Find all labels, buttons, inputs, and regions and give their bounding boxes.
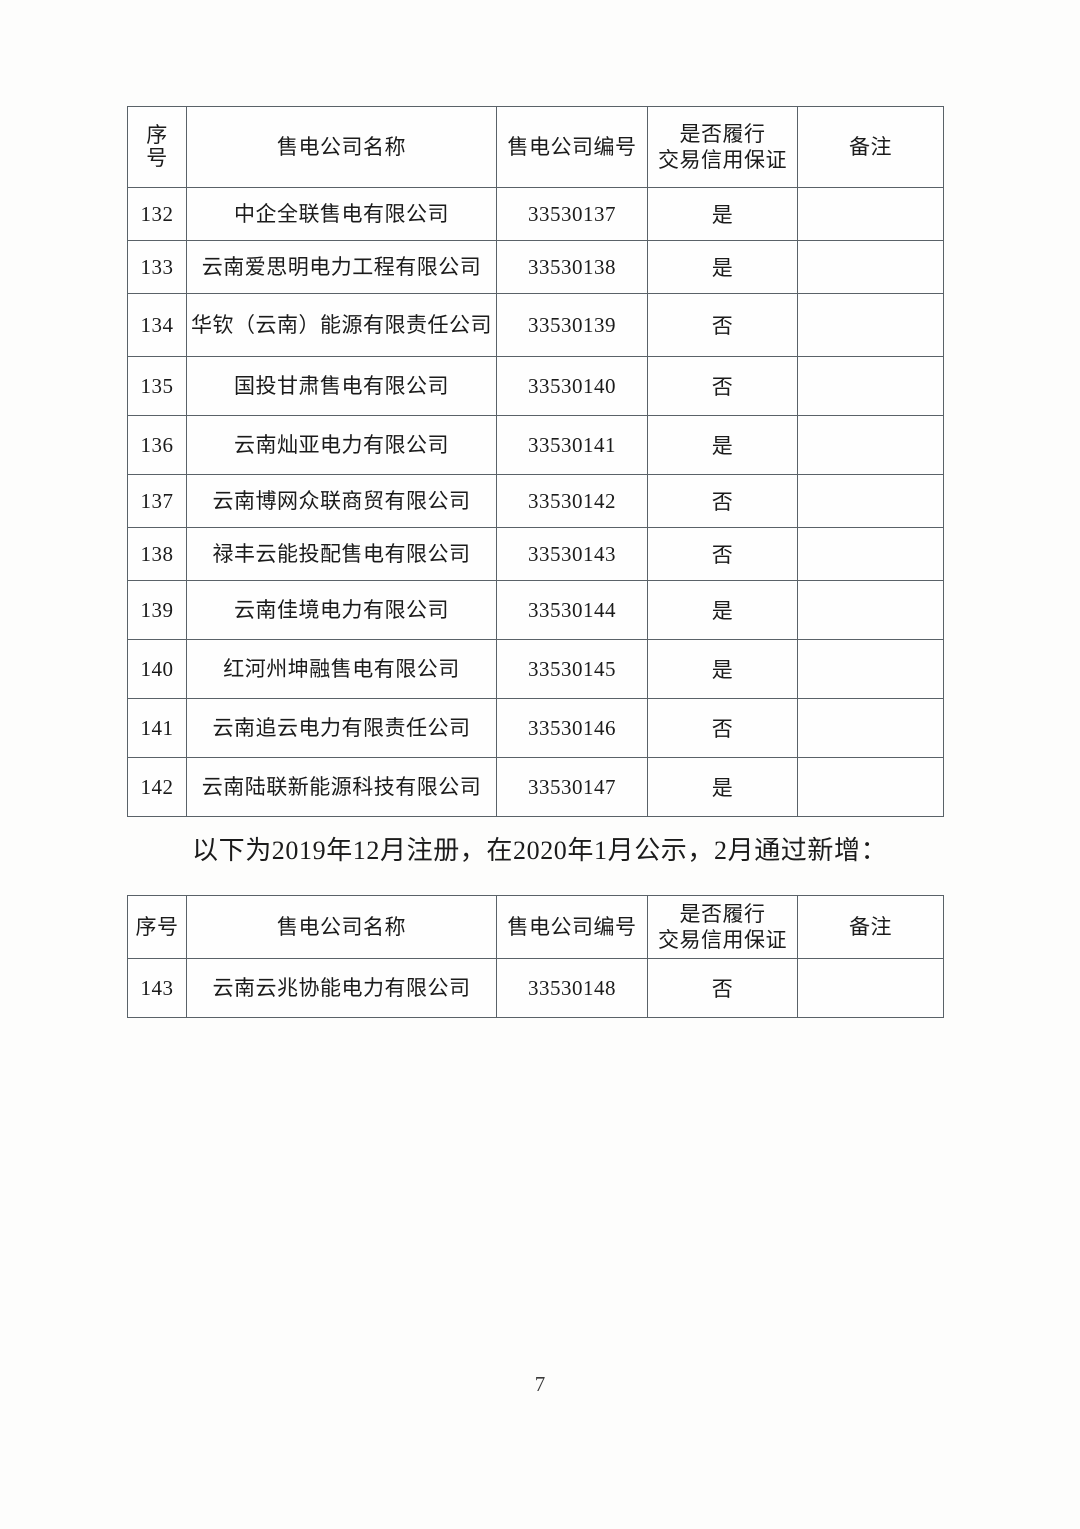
credit-header-line2: 交易信用保证 <box>658 928 787 952</box>
cell-remark <box>797 757 944 817</box>
cell-credit-guarantee: 是 <box>647 580 798 640</box>
cell-company-code: 33530140 <box>496 356 648 416</box>
cell-remark <box>797 580 944 640</box>
table-header-row: 序号 售电公司名称 售电公司编号 是否履行 交易信用保证 备注 <box>127 895 944 959</box>
cell-remark <box>797 958 944 1018</box>
table-row: 141 云南追云电力有限责任公司 33530146 否 <box>127 698 944 758</box>
sequence-header-line2: 号 <box>146 146 168 170</box>
cell-remark <box>797 356 944 416</box>
table-row: 136 云南灿亚电力有限公司 33530141 是 <box>127 415 944 475</box>
sellers-table-continued: 序 号 售电公司名称 售电公司编号 是否履行 交易信用保证 备注 132 中企全联… <box>127 106 944 817</box>
column-header-sequence: 序号 <box>127 895 187 959</box>
cell-sequence-number: 141 <box>127 698 187 758</box>
cell-credit-guarantee: 否 <box>647 293 798 357</box>
cell-sequence-number: 140 <box>127 639 187 699</box>
table-row: 134 华钦（云南）能源有限责任公司 33530139 否 <box>127 293 944 357</box>
cell-company-code: 33530147 <box>496 757 648 817</box>
cell-credit-guarantee: 否 <box>647 474 798 528</box>
cell-credit-guarantee: 否 <box>647 698 798 758</box>
cell-sequence-number: 137 <box>127 474 187 528</box>
cell-company-name: 红河州坤融售电有限公司 <box>186 639 497 699</box>
cell-remark <box>797 293 944 357</box>
cell-company-name: 云南灿亚电力有限公司 <box>186 415 497 475</box>
column-header-company-name: 售电公司名称 <box>186 106 497 188</box>
cell-remark <box>797 698 944 758</box>
cell-sequence-number: 134 <box>127 293 187 357</box>
cell-credit-guarantee: 是 <box>647 240 798 294</box>
cell-credit-guarantee: 是 <box>647 187 798 241</box>
cell-remark <box>797 639 944 699</box>
cell-company-code: 33530141 <box>496 415 648 475</box>
credit-header-line2: 交易信用保证 <box>658 148 787 172</box>
cell-company-name: 云南追云电力有限责任公司 <box>186 698 497 758</box>
table-body: 132 中企全联售电有限公司 33530137 是 133 云南爱思明电力工程有限公司 33… <box>127 187 944 817</box>
cell-remark <box>797 415 944 475</box>
column-header-remark: 备注 <box>797 895 944 959</box>
column-header-company-code: 售电公司编号 <box>496 106 648 188</box>
table-row: 139 云南佳境电力有限公司 33530144 是 <box>127 580 944 640</box>
cell-credit-guarantee: 是 <box>647 415 798 475</box>
cell-sequence-number: 143 <box>127 958 187 1018</box>
cell-company-name: 云南爱思明电力工程有限公司 <box>186 240 497 294</box>
cell-company-code: 33530143 <box>496 527 648 581</box>
column-header-sequence: 序 号 <box>127 106 187 188</box>
cell-sequence-number: 142 <box>127 757 187 817</box>
cell-company-code: 33530139 <box>496 293 648 357</box>
cell-company-code: 33530145 <box>496 639 648 699</box>
cell-credit-guarantee: 是 <box>647 757 798 817</box>
cell-company-code: 33530137 <box>496 187 648 241</box>
column-header-remark: 备注 <box>797 106 944 188</box>
cell-company-code: 33530146 <box>496 698 648 758</box>
cell-remark <box>797 527 944 581</box>
cell-sequence-number: 138 <box>127 527 187 581</box>
cell-company-code: 33530144 <box>496 580 648 640</box>
cell-sequence-number: 135 <box>127 356 187 416</box>
cell-company-name: 中企全联售电有限公司 <box>186 187 497 241</box>
table-row: 133 云南爱思明电力工程有限公司 33530138 是 <box>127 240 944 294</box>
table-row: 143 云南云兆协能电力有限公司 33530148 否 <box>127 958 944 1018</box>
table-row: 140 红河州坤融售电有限公司 33530145 是 <box>127 639 944 699</box>
sellers-table-new-additions: 序号 售电公司名称 售电公司编号 是否履行 交易信用保证 备注 143 云南云兆协… <box>127 895 944 1018</box>
table-body: 143 云南云兆协能电力有限公司 33530148 否 <box>127 958 944 1018</box>
credit-header-line1: 是否履行 <box>679 901 766 926</box>
cell-sequence-number: 139 <box>127 580 187 640</box>
cell-company-code: 33530142 <box>496 474 648 528</box>
cell-company-name: 云南佳境电力有限公司 <box>186 580 497 640</box>
cell-sequence-number: 133 <box>127 240 187 294</box>
cell-credit-guarantee: 是 <box>647 639 798 699</box>
cell-company-name: 国投甘肃售电有限公司 <box>186 356 497 416</box>
column-header-company-code: 售电公司编号 <box>496 895 648 959</box>
cell-sequence-number: 132 <box>127 187 187 241</box>
cell-company-name: 云南博网众联商贸有限公司 <box>186 474 497 528</box>
sequence-header-line1: 序 <box>146 123 168 148</box>
cell-company-code: 33530138 <box>496 240 648 294</box>
credit-header-line1: 是否履行 <box>679 121 766 146</box>
cell-remark <box>797 240 944 294</box>
column-header-company-name: 售电公司名称 <box>186 895 497 959</box>
column-header-credit-guarantee: 是否履行 交易信用保证 <box>647 895 798 959</box>
cell-company-name: 云南陆联新能源科技有限公司 <box>186 757 497 817</box>
table-header-row: 序 号 售电公司名称 售电公司编号 是否履行 交易信用保证 备注 <box>127 106 944 188</box>
cell-company-code: 33530148 <box>496 958 648 1018</box>
cell-remark <box>797 187 944 241</box>
table-row: 135 国投甘肃售电有限公司 33530140 否 <box>127 356 944 416</box>
table-row: 138 禄丰云能投配售电有限公司 33530143 否 <box>127 527 944 581</box>
cell-company-name: 华钦（云南）能源有限责任公司 <box>186 293 497 357</box>
cell-credit-guarantee: 否 <box>647 527 798 581</box>
column-header-credit-guarantee: 是否履行 交易信用保证 <box>647 106 798 188</box>
table-row: 137 云南博网众联商贸有限公司 33530142 否 <box>127 474 944 528</box>
page-number: 7 <box>534 1372 546 1396</box>
cell-sequence-number: 136 <box>127 415 187 475</box>
cell-company-name: 云南云兆协能电力有限公司 <box>186 958 497 1018</box>
cell-remark <box>797 474 944 528</box>
table-row: 132 中企全联售电有限公司 33530137 是 <box>127 187 944 241</box>
registration-note-paragraph: 以下为2019年12月注册，在2020年1月公示，2月通过新增： <box>192 836 888 865</box>
table-row: 142 云南陆联新能源科技有限公司 33530147 是 <box>127 757 944 817</box>
cell-company-name: 禄丰云能投配售电有限公司 <box>186 527 497 581</box>
cell-credit-guarantee: 否 <box>647 356 798 416</box>
cell-credit-guarantee: 否 <box>647 958 798 1018</box>
